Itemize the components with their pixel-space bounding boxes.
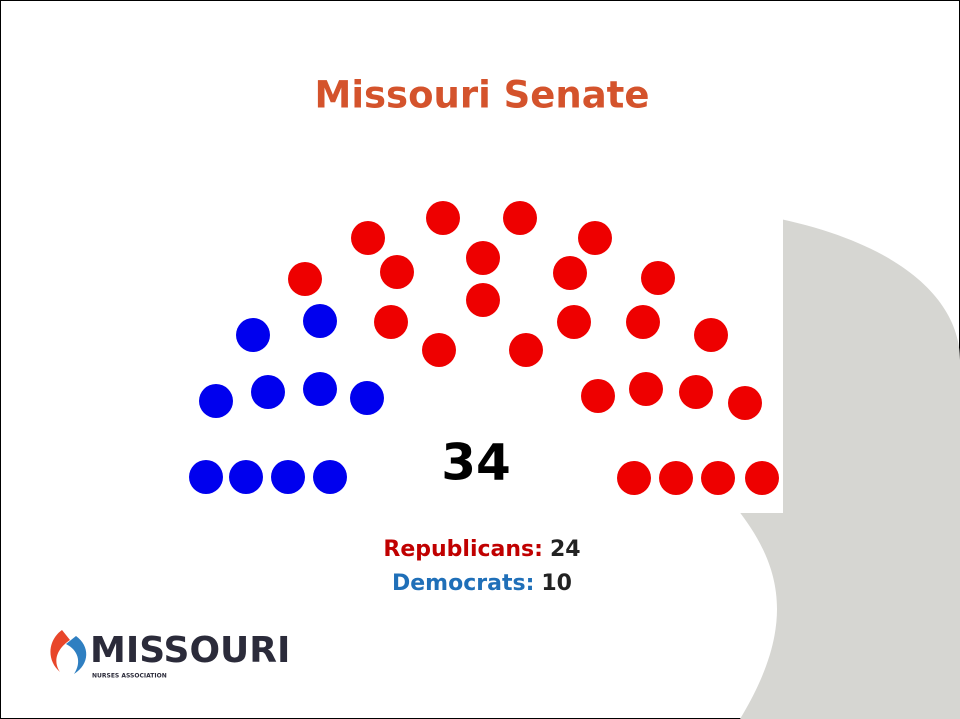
legend-entry: Republicans: 24 (383, 537, 580, 562)
seat (617, 461, 651, 495)
seat (581, 379, 615, 413)
seat (422, 333, 456, 367)
seat (374, 305, 408, 339)
total-seats: 34 (441, 434, 511, 492)
logo: MISSOURI NURSES ASSOCIATION (50, 630, 290, 680)
seat (426, 201, 460, 235)
chart-title: Missouri Senate (315, 74, 650, 117)
seat (728, 386, 762, 420)
seat (701, 461, 735, 495)
seat (679, 375, 713, 409)
seat (380, 255, 414, 289)
seat (503, 201, 537, 235)
seat (229, 460, 263, 494)
legend-value: 10 (541, 571, 572, 596)
legend-name: Democrats: (392, 571, 534, 596)
seat (509, 333, 543, 367)
legend-entry: Democrats: 10 (392, 571, 572, 596)
seat (351, 221, 385, 255)
seat (745, 461, 779, 495)
seat (251, 375, 285, 409)
seat (466, 283, 500, 317)
seat (236, 318, 270, 352)
logo-name: MISSOURI (90, 630, 290, 671)
seat (313, 460, 347, 494)
seat (271, 460, 305, 494)
logo-tagline: NURSES ASSOCIATION (92, 673, 167, 680)
seat (626, 305, 660, 339)
seat (629, 372, 663, 406)
legend: Republicans: 24 Democrats: 10 (383, 537, 580, 596)
seat (641, 261, 675, 295)
seat (303, 304, 337, 338)
logo-flame (50, 630, 70, 672)
seat (466, 241, 500, 275)
legend-name: Republicans: (383, 537, 543, 562)
seat (659, 461, 693, 495)
seat (557, 305, 591, 339)
seat (350, 381, 384, 415)
legend-value: 24 (550, 537, 581, 562)
seat (694, 318, 728, 352)
seat (189, 460, 223, 494)
logo-flame (66, 636, 87, 674)
seat (303, 372, 337, 406)
seat (578, 221, 612, 255)
seat (199, 384, 233, 418)
seat (288, 262, 322, 296)
seat (553, 256, 587, 290)
